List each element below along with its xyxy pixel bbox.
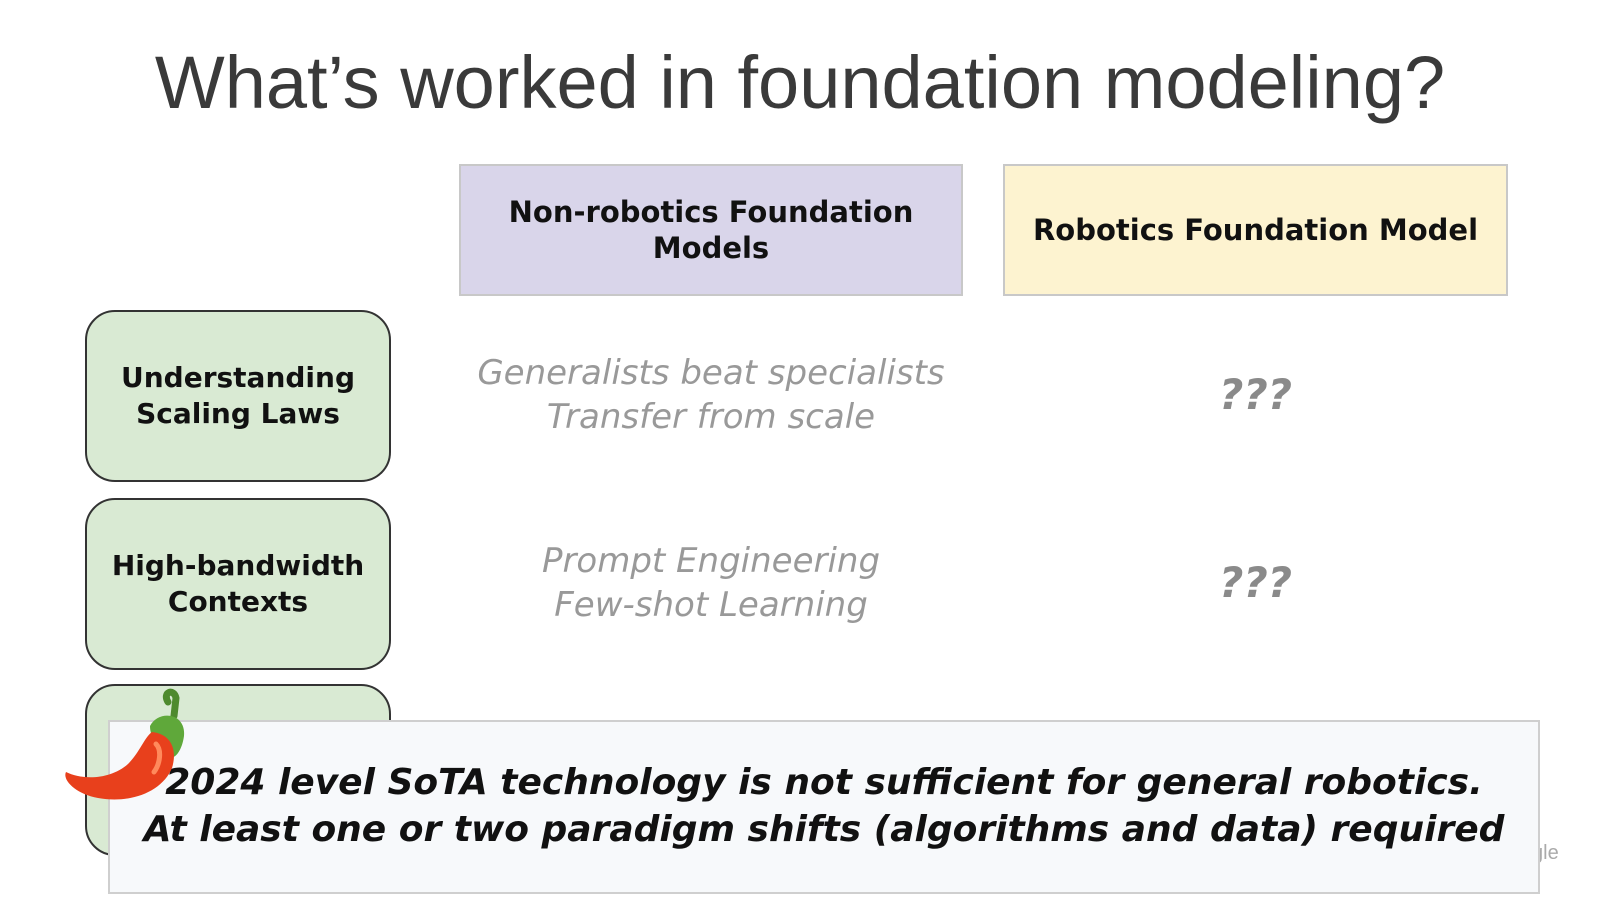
callout: 2024 level SoTA technology is not suffic… <box>108 720 1540 894</box>
row-cell: ??? <box>1218 369 1293 419</box>
column-header: Non-robotics Foundation Models <box>459 164 963 296</box>
callout-line: 2024 level SoTA technology is not suffic… <box>165 762 1483 804</box>
row-label: High-bandwidth Contexts <box>85 498 391 670</box>
cell-line: Few-shot Learning <box>554 585 868 625</box>
chili-icon <box>65 688 185 800</box>
row-cell: Prompt Engineering Few-shot Learning <box>459 528 963 638</box>
callout-line: At least one or two paradigm shifts (alg… <box>143 809 1505 850</box>
row-label: Understanding Scaling Laws <box>85 310 391 482</box>
cell-line: Prompt Engineering <box>541 540 881 581</box>
cell-line: Transfer from scale <box>546 397 876 437</box>
cell-line: Generalists beat specialists <box>477 352 945 393</box>
row-cell: Generalists beat specialists Transfer fr… <box>459 340 963 450</box>
column-header: Robotics Foundation Model <box>1003 164 1508 296</box>
slide-title: What’s worked in foundation modeling? <box>154 41 1446 124</box>
row-cell: ??? <box>1218 557 1293 607</box>
